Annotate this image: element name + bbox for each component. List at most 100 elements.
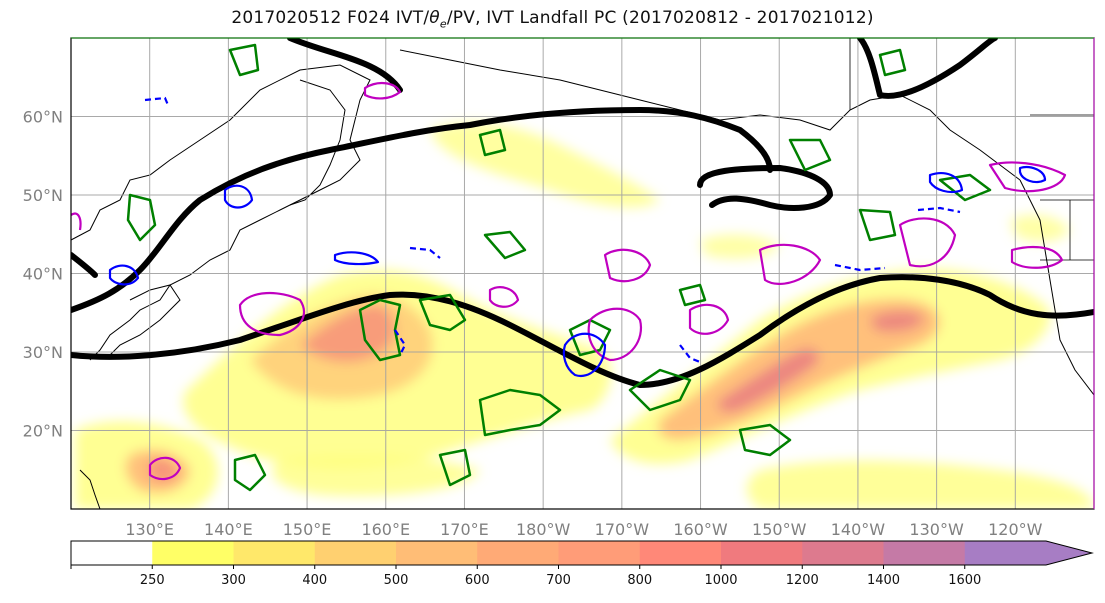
colorbar-label-4: 600 (465, 573, 490, 588)
magenta-contour-1 (238, 291, 305, 337)
magenta-contour-9 (148, 456, 182, 481)
lat-label-1: 30°N (23, 343, 63, 362)
coastlines (71, 38, 1094, 509)
magenta-contour-10 (363, 82, 402, 100)
green-contour-17 (678, 283, 707, 307)
colorbar-segment-5 (558, 541, 641, 565)
colorbar-segment-9 (883, 541, 966, 565)
green-contour-1 (358, 298, 402, 362)
blue-contour-9 (834, 263, 886, 272)
colorbar-label-9: 1400 (867, 573, 900, 588)
colorbar-segment-under (71, 541, 153, 565)
blue-contour-3 (333, 251, 380, 266)
title-part-main: 2017020512 F024 IVT/ (231, 8, 430, 28)
lon-label-10: 130°W (909, 520, 964, 539)
colorbar-label-1: 300 (221, 573, 246, 588)
coast-philippines (79, 469, 101, 509)
blue-contour-2 (223, 184, 254, 209)
magenta-contour-5 (688, 303, 730, 335)
colorbar-segment-7 (721, 541, 803, 565)
colorbar-segment-2 (314, 541, 397, 565)
contour-top-left (287, 38, 403, 93)
graticule (71, 38, 1094, 509)
blue-contour-8 (679, 344, 701, 364)
blue-contour-11 (394, 329, 407, 356)
map-title: 2017020512 F024 IVT/θe/PV, IVT Landfall … (0, 8, 1105, 30)
green-contour-13 (938, 173, 992, 202)
lon-label-6: 170°W (595, 520, 650, 539)
title-theta-sub: e (439, 17, 447, 31)
ivt-region-north-3 (1010, 214, 1070, 242)
contour-main-trough (71, 274, 1094, 388)
lat-label-4: 60°N (23, 108, 63, 127)
colorbar-label-3: 500 (384, 573, 409, 588)
colorbar-label-6: 800 (627, 573, 652, 588)
coast-namerica (1019, 179, 1094, 396)
contour-west-edge (71, 252, 98, 278)
blue-contour-5 (1018, 166, 1047, 184)
blue-contour-4 (928, 172, 964, 194)
colorbar-label-5: 700 (546, 573, 571, 588)
magenta-contour-4 (758, 243, 822, 285)
latitude-labels: 20°N 30°N 40°N 50°N 60°N (23, 108, 63, 441)
coast-asia (71, 64, 371, 361)
border-canada-us (849, 38, 1094, 261)
colorbar-segment-6 (639, 541, 722, 565)
lat-label-0: 20°N (23, 422, 63, 441)
magenta-contour-11 (488, 286, 520, 308)
pv-contours-magenta (71, 82, 1067, 481)
lon-label-11: 120°W (988, 520, 1043, 539)
lon-label-2: 150°E (283, 520, 332, 539)
blue-contour-6 (144, 96, 170, 106)
colorbar-label-0: 250 (140, 573, 165, 588)
lon-label-5: 180°W (516, 520, 571, 539)
colorbar-extend-arrow (1046, 541, 1092, 565)
coast-japan (109, 284, 181, 356)
green-contour-9 (126, 193, 157, 242)
green-contour-6 (738, 423, 792, 457)
ivt-region-east-1000 (717, 348, 820, 412)
blue-contour-10 (917, 206, 961, 214)
magenta-contour-7 (988, 161, 1067, 193)
lat-label-2: 40°N (23, 265, 63, 284)
lat-label-3: 50°N (23, 186, 63, 205)
ivt-landfall-contours (71, 38, 1094, 388)
green-contour-3 (478, 388, 562, 437)
colorbar-segment-1 (233, 541, 316, 565)
green-contour-8 (233, 453, 267, 492)
title-part-rest: /PV, IVT Landfall PC (2017020812 - 20170… (446, 8, 874, 28)
longitude-labels: 130°E 140°E 150°E 160°E 170°E 180°W 170°W 160°W… (125, 520, 1042, 539)
ivt-region-north-1 (430, 122, 660, 208)
contour-north-closed (697, 165, 833, 211)
green-contour-5 (628, 368, 692, 412)
colorbar-outline (70, 540, 1094, 566)
green-contour-14 (228, 43, 260, 77)
colorbar-segment-3 (396, 541, 478, 565)
colorbar-segment-4 (477, 541, 559, 565)
coast-alaska (399, 49, 1021, 181)
green-contour-15 (478, 128, 507, 157)
ivt-colorbar: 250 300 400 500 600 700 800 1000 1200 1400 1600 (70, 540, 1094, 588)
theta-e-contours (126, 43, 992, 492)
contour-alaska (857, 38, 998, 99)
magenta-contour-3 (603, 248, 652, 283)
blue-contour-12 (108, 264, 140, 286)
title-theta: θ (429, 8, 440, 28)
colorbar-segment-10 (964, 541, 1047, 565)
magenta-contour-12 (71, 212, 82, 231)
colorbar-label-2: 400 (302, 573, 327, 588)
ivt-region-east-1000b (870, 310, 925, 332)
green-contour-2 (418, 293, 467, 332)
lon-label-4: 170°E (440, 520, 489, 539)
green-contour-11 (788, 138, 832, 172)
pv-contours-blue (108, 96, 1047, 378)
colorbar-segment-0 (152, 541, 234, 565)
lon-label-8: 150°W (752, 520, 807, 539)
lon-label-7: 160°W (673, 520, 728, 539)
magenta-contour-6 (898, 217, 957, 268)
colorbar-segment-8 (802, 541, 884, 565)
magenta-contour-8 (1010, 245, 1064, 269)
map-plot-area (71, 38, 1094, 509)
green-contour-4 (568, 318, 612, 357)
